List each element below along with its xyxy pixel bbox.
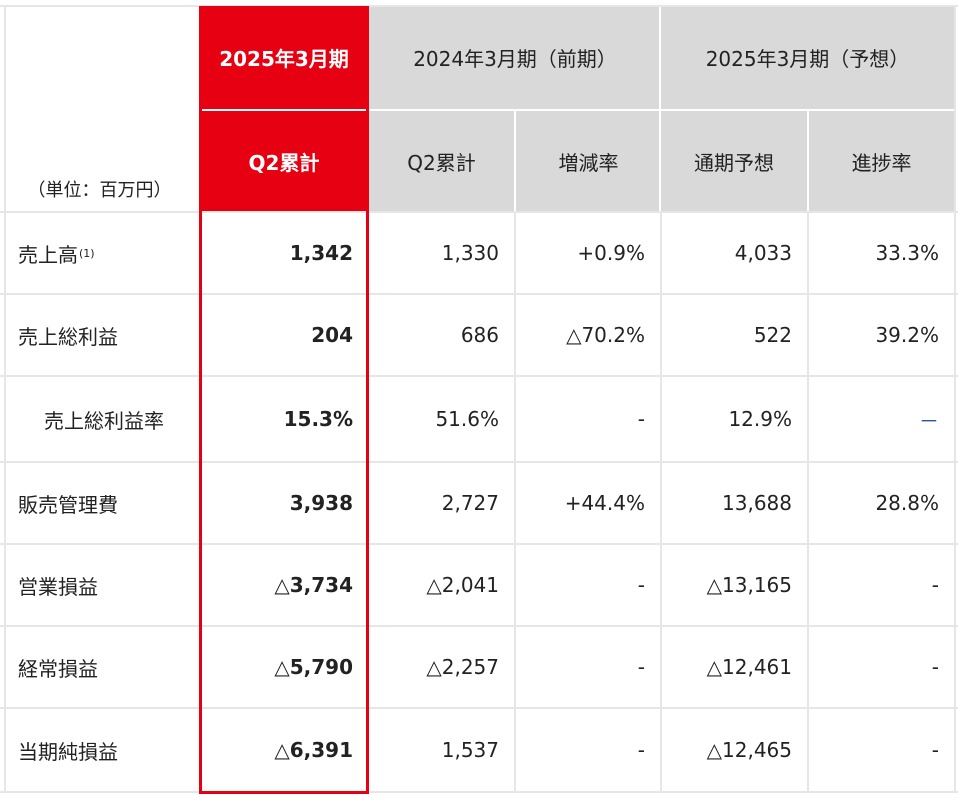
row-label-revenue: 売上高 (1) (0, 212, 199, 294)
table-cell: - (637, 655, 645, 679)
table-cell: △5,790 (274, 655, 353, 679)
table-cell: 3,938 (289, 491, 353, 515)
col-divider (807, 212, 809, 792)
table-cell: 28.8% (875, 491, 939, 515)
table-cell: 2,727 (441, 491, 499, 515)
table-cell: +44.4% (564, 491, 645, 515)
table-cell: +0.9% (577, 241, 645, 265)
table-cell: 39.2% (875, 323, 939, 347)
row-label-gross-profit: 売上総利益 (18, 324, 118, 349)
full-year-forecast-header: 通期予想 (661, 111, 807, 212)
current-q2-header: Q2累計 (199, 111, 369, 212)
row-divider (0, 211, 958, 213)
table-cell: 1,330 (441, 241, 499, 265)
table-cell: - (931, 655, 939, 679)
col-divider (4, 5, 6, 793)
row-label-net: 当期純損益 (18, 739, 118, 764)
table-cell: △2,041 (426, 573, 499, 597)
table-cell: 1,537 (441, 738, 499, 762)
table-cell: 204 (311, 323, 353, 347)
change-rate-header: 増減率 (516, 111, 661, 212)
row-divider (0, 293, 958, 295)
table-cell: △12,461 (706, 655, 792, 679)
table-cell: △12,465 (706, 738, 792, 762)
current-period-header: 2025年3月期 (199, 6, 369, 109)
row-label-ordinary: 経常損益 (18, 656, 98, 681)
table-cell: － (919, 408, 939, 433)
table-cell: 51.6% (435, 407, 499, 431)
header-divider (199, 109, 954, 111)
table-cell: 33.3% (875, 241, 939, 265)
table-cell: △6,391 (274, 738, 353, 762)
row-divider (0, 461, 958, 463)
prev-period-header: 2024年3月期（前期） (369, 6, 661, 109)
row-label-text: 売上高 (18, 242, 78, 267)
row-divider (0, 543, 958, 545)
table-cell: △3,734 (274, 573, 353, 597)
table-cell: - (931, 738, 939, 762)
table-cell: 13,688 (722, 491, 792, 515)
header-divider (807, 111, 809, 212)
row-divider (0, 625, 958, 627)
table-cell: 522 (753, 323, 792, 347)
prev-q2-header: Q2累計 (369, 111, 514, 212)
forecast-period-header: 2025年3月期（予想） (661, 6, 954, 109)
table-cell: 1,342 (289, 241, 353, 265)
table-cell: △13,165 (706, 573, 792, 597)
row-label-operating: 営業損益 (18, 574, 98, 599)
header-divider (659, 6, 661, 212)
table-cell: - (637, 573, 645, 597)
header-divider (514, 111, 516, 212)
footnote-marker: (1) (79, 246, 95, 260)
unit-label: （単位：百万円） (27, 180, 172, 201)
table-cell: - (637, 738, 645, 762)
row-divider (0, 375, 958, 377)
row-divider (0, 5, 958, 7)
table-cell: 15.3% (283, 407, 353, 431)
row-label-sga: 販売管理費 (18, 492, 118, 517)
table-cell: △2,257 (426, 655, 499, 679)
table-cell: △70.2% (566, 323, 645, 347)
col-divider (660, 212, 662, 792)
table-cell: 4,033 (734, 241, 792, 265)
col-divider (514, 212, 516, 792)
row-label-gross-margin: 売上総利益率 (44, 408, 164, 433)
table-cell: - (931, 573, 939, 597)
col-divider (954, 5, 956, 793)
table-cell: - (637, 407, 645, 431)
row-divider (0, 707, 958, 709)
table-cell: 686 (460, 323, 499, 347)
row-divider (0, 791, 958, 793)
progress-rate-header: 進捗率 (809, 111, 954, 212)
table-cell: 12.9% (728, 407, 792, 431)
